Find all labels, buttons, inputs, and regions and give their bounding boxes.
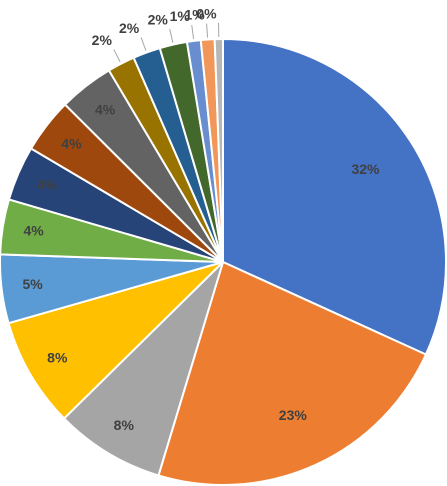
data-label: 1%	[170, 8, 191, 24]
data-label: 0%	[196, 6, 217, 22]
data-label: 5%	[22, 276, 43, 292]
data-label: 8%	[114, 417, 135, 433]
leader-lines	[113, 23, 220, 63]
data-label: 4%	[23, 222, 44, 238]
data-label: 8%	[47, 349, 68, 365]
data-label: 4%	[61, 135, 82, 151]
data-label: 2%	[92, 32, 113, 48]
data-label: 1%	[184, 6, 205, 22]
leader-line	[169, 28, 174, 43]
pie-slice	[7, 261, 224, 420]
data-label: 4%	[37, 176, 58, 192]
leader-line	[206, 23, 209, 38]
leader-line	[140, 37, 147, 51]
pie-slice	[213, 37, 224, 263]
leader-line	[113, 49, 121, 63]
data-label: 2%	[119, 20, 140, 36]
leader-line	[191, 24, 195, 39]
data-label: 4%	[95, 101, 116, 117]
pie-slice	[222, 37, 447, 356]
pie-slices	[0, 37, 447, 486]
data-label: 32%	[351, 161, 380, 177]
pie-slice	[62, 261, 224, 477]
pie-slice	[157, 260, 428, 486]
data-label: 23%	[279, 407, 308, 423]
data-label: 2%	[148, 12, 169, 28]
data-labels: 32%23%8%8%5%4%4%4%4%2%2%2% 1%1%0%	[22, 6, 380, 433]
